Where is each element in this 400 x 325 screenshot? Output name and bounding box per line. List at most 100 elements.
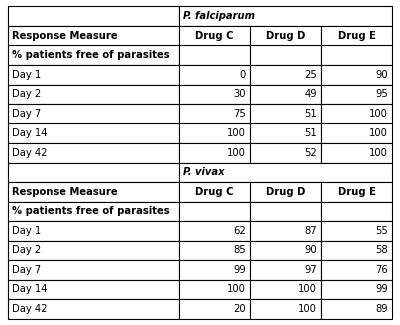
Bar: [179, 84, 250, 104]
Bar: [250, 260, 321, 280]
Bar: [179, 124, 250, 143]
Bar: [321, 221, 392, 240]
Bar: [179, 65, 250, 84]
Text: Response Measure: Response Measure: [12, 187, 118, 197]
Text: 89: 89: [375, 304, 388, 314]
Bar: [250, 240, 321, 260]
Text: Drug C: Drug C: [195, 187, 234, 197]
Bar: [8, 182, 179, 202]
Text: 100: 100: [369, 148, 388, 158]
Bar: [321, 240, 392, 260]
Bar: [179, 26, 250, 46]
Bar: [250, 46, 321, 65]
Bar: [179, 260, 250, 280]
Text: 25: 25: [304, 70, 317, 80]
Bar: [8, 46, 179, 65]
Text: 52: 52: [304, 148, 317, 158]
Text: Day 1: Day 1: [12, 70, 41, 80]
Text: Day 1: Day 1: [12, 226, 41, 236]
Bar: [8, 6, 179, 26]
Bar: [250, 182, 321, 202]
Text: 100: 100: [298, 304, 317, 314]
Bar: [179, 143, 250, 162]
Text: 99: 99: [375, 284, 388, 294]
Text: 49: 49: [304, 89, 317, 99]
Text: 20: 20: [233, 304, 246, 314]
Text: 0: 0: [240, 70, 246, 80]
Text: 100: 100: [227, 148, 246, 158]
Text: Response Measure: Response Measure: [12, 31, 118, 41]
Text: Day 42: Day 42: [12, 304, 48, 314]
Bar: [8, 124, 179, 143]
Text: Day 2: Day 2: [12, 89, 41, 99]
Bar: [8, 299, 179, 318]
Text: Drug D: Drug D: [266, 187, 305, 197]
Bar: [250, 84, 321, 104]
Text: 75: 75: [233, 109, 246, 119]
Bar: [250, 65, 321, 84]
Bar: [250, 299, 321, 318]
Bar: [250, 280, 321, 299]
Bar: [321, 202, 392, 221]
Bar: [321, 65, 392, 84]
Text: Day 14: Day 14: [12, 128, 48, 138]
Bar: [321, 104, 392, 124]
Bar: [321, 143, 392, 162]
Text: 30: 30: [234, 89, 246, 99]
Text: 100: 100: [369, 128, 388, 138]
Bar: [250, 124, 321, 143]
Bar: [321, 260, 392, 280]
Text: 87: 87: [304, 226, 317, 236]
Bar: [8, 26, 179, 46]
Bar: [179, 6, 392, 26]
Bar: [321, 280, 392, 299]
Bar: [8, 240, 179, 260]
Text: 90: 90: [304, 245, 317, 255]
Text: Day 14: Day 14: [12, 284, 48, 294]
Text: P. vivax: P. vivax: [183, 167, 224, 177]
Text: Drug E: Drug E: [338, 187, 376, 197]
Text: 100: 100: [227, 128, 246, 138]
Text: Drug D: Drug D: [266, 31, 305, 41]
Bar: [250, 104, 321, 124]
Bar: [8, 202, 179, 221]
Text: 100: 100: [298, 284, 317, 294]
Bar: [8, 143, 179, 162]
Text: 100: 100: [369, 109, 388, 119]
Text: 85: 85: [233, 245, 246, 255]
Text: 51: 51: [304, 109, 317, 119]
Bar: [321, 46, 392, 65]
Bar: [179, 280, 250, 299]
Bar: [250, 26, 321, 46]
Bar: [250, 221, 321, 240]
Bar: [179, 299, 250, 318]
Text: 99: 99: [233, 265, 246, 275]
Text: % patients free of parasites: % patients free of parasites: [12, 50, 170, 60]
Text: 55: 55: [375, 226, 388, 236]
Bar: [179, 182, 250, 202]
Bar: [8, 280, 179, 299]
Bar: [8, 104, 179, 124]
Bar: [321, 299, 392, 318]
Text: Day 2: Day 2: [12, 245, 41, 255]
Text: 97: 97: [304, 265, 317, 275]
Text: 95: 95: [375, 89, 388, 99]
Text: 62: 62: [233, 226, 246, 236]
Text: Day 7: Day 7: [12, 109, 41, 119]
Text: Drug C: Drug C: [195, 31, 234, 41]
Bar: [179, 46, 250, 65]
Text: % patients free of parasites: % patients free of parasites: [12, 206, 170, 216]
Bar: [8, 221, 179, 240]
Bar: [321, 182, 392, 202]
Bar: [250, 143, 321, 162]
Bar: [179, 162, 392, 182]
Text: 76: 76: [375, 265, 388, 275]
Bar: [8, 65, 179, 84]
Text: Day 42: Day 42: [12, 148, 48, 158]
Bar: [8, 162, 179, 182]
Text: 58: 58: [375, 245, 388, 255]
Text: 51: 51: [304, 128, 317, 138]
Bar: [179, 104, 250, 124]
Text: P. falciparum: P. falciparum: [183, 11, 255, 21]
Bar: [250, 202, 321, 221]
